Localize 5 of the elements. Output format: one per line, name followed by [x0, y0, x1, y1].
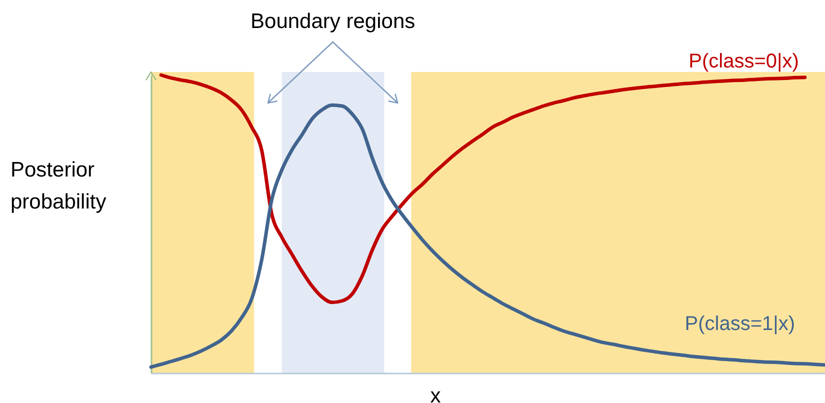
x-axis-title: x	[430, 384, 442, 403]
text: Boundary regions	[250, 10, 416, 33]
series-label: P(class=1|x)	[684, 312, 795, 335]
series-label: P(class=0|x)	[688, 50, 799, 72]
y-axis-title: Posterior probability	[10, 158, 107, 214]
